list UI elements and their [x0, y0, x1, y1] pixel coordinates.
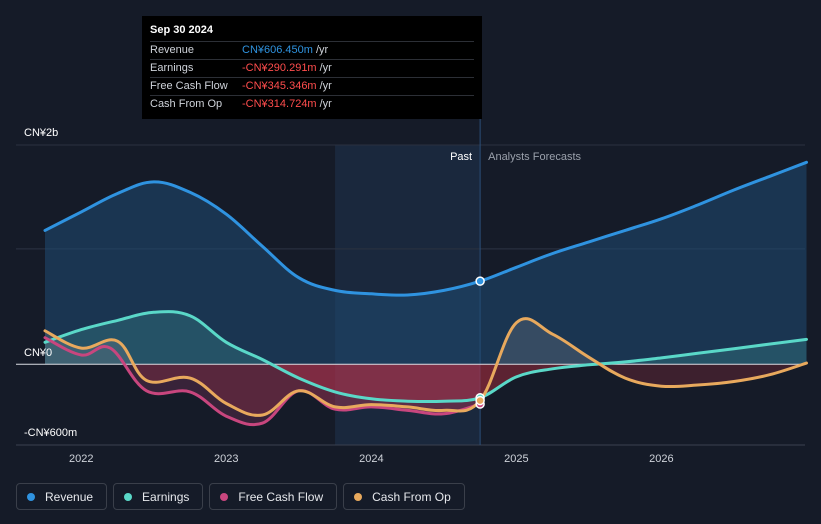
legend-label: Earnings — [142, 489, 190, 504]
free-cash-flow-line — [43, 336, 482, 427]
legend-item-free-cash-flow[interactable]: Free Cash Flow — [209, 483, 338, 510]
area-fills — [45, 162, 807, 425]
tooltip-unit: /yr — [315, 44, 329, 56]
tooltip-label: Cash From Op — [150, 98, 223, 110]
earnings-line — [43, 310, 808, 404]
revenue-area — [45, 162, 807, 365]
x-axis-tick-label: 2024 — [359, 453, 383, 465]
cash-from-op-marker[interactable] — [475, 395, 485, 406]
tooltip-value: CN¥606.450m — [242, 44, 313, 56]
legend: Revenue Earnings Free Cash Flow Cash Fro… — [16, 483, 465, 510]
marker-points[interactable] — [475, 276, 485, 409]
x-axis-tick-label: 2025 — [504, 453, 528, 465]
legend-dot-icon — [27, 492, 35, 501]
tooltip-value: -CN¥314.724m — [242, 98, 317, 110]
forecast-label: Analysts Forecasts — [488, 151, 581, 163]
y-axis-label: CN¥0 — [24, 347, 52, 359]
tooltip-row-earnings: Earnings -CN¥290.291m /yr — [150, 59, 474, 77]
series-lines — [43, 160, 808, 427]
tooltip-label: Free Cash Flow — [150, 80, 228, 92]
legend-dot-icon — [220, 492, 229, 501]
legend-dot-icon — [124, 492, 133, 501]
x-axis-tick-label: 2026 — [649, 453, 673, 465]
revenue-marker[interactable] — [475, 276, 485, 286]
legend-label: Cash From Op — [372, 489, 451, 504]
tooltip: Sep 30 2024 Revenue CN¥606.450m /yr Earn… — [142, 16, 482, 119]
legend-item-earnings[interactable]: Earnings — [113, 483, 204, 510]
cash-from-op-line — [43, 317, 808, 417]
tooltip-value: -CN¥290.291m — [242, 62, 317, 74]
y-axis-label: CN¥2b — [24, 127, 58, 139]
tooltip-date: Sep 30 2024 — [150, 24, 213, 36]
tooltip-unit: /yr — [319, 80, 332, 92]
axis-text: CN¥2b CN¥0 -CN¥600m 2022 2023 2024 2025 2026 Pas… — [24, 127, 674, 465]
tooltip-value: -CN¥345.346m — [242, 80, 317, 92]
x-axis-tick-label: 2023 — [214, 453, 238, 465]
tooltip-unit: /yr — [319, 98, 332, 110]
tooltip-label: Earnings — [150, 62, 194, 74]
free-cash-flow-area — [124, 364, 481, 425]
tooltip-row-revenue: Revenue CN¥606.450m /yr — [150, 41, 474, 59]
revenue-line — [43, 160, 808, 297]
tooltip-label: Revenue — [150, 44, 195, 56]
cash-from-op-area-negative — [133, 364, 804, 416]
legend-item-cash-from-op[interactable]: Cash From Op — [343, 483, 465, 510]
legend-dot-icon — [354, 492, 363, 501]
tooltip-row-free-cash-flow: Free Cash Flow -CN¥345.346m /yr — [150, 77, 474, 95]
tooltip-unit: /yr — [319, 62, 332, 74]
y-axis-label: -CN¥600m — [24, 427, 77, 439]
earnings-area-positive — [45, 311, 807, 365]
past-label: Past — [450, 151, 472, 163]
legend-label: Free Cash Flow — [238, 489, 324, 504]
legend-label: Revenue — [45, 489, 94, 504]
x-axis-tick-label: 2022 — [69, 453, 93, 465]
legend-item-revenue[interactable]: Revenue — [16, 483, 108, 510]
tooltip-row-cash-from-op: Cash From Op -CN¥314.724m /yr — [150, 95, 474, 113]
earnings-area-negative — [271, 364, 596, 402]
